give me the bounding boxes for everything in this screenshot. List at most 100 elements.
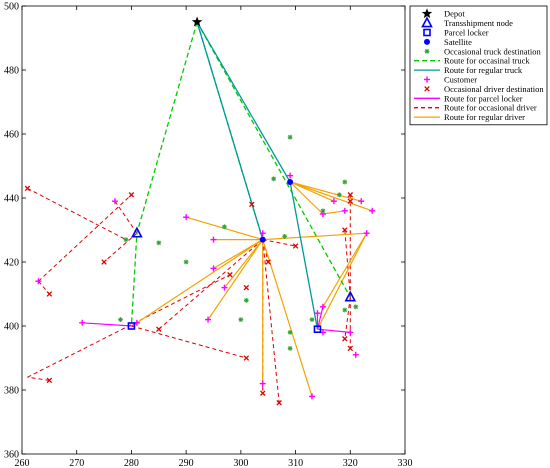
routes-layer [27,21,373,403]
occasional-truck-destination-point [342,307,348,313]
legend-label: Satellite [444,37,472,47]
x-tick-label: 330 [398,458,413,468]
legend-item-occ_driver_dest: Occasional driver destination [424,84,544,94]
y-tick-label: 420 [4,258,19,269]
x-tick-label: 310 [288,458,303,468]
customer-point [183,214,190,221]
legend-marker-swatch [424,38,430,45]
occasional-driver-route [27,376,50,381]
y-tick-label: 380 [4,386,19,397]
points-layer [24,16,376,406]
occasional-truck-route [196,21,351,298]
legend-marker-swatch [424,48,430,54]
legend-item-satellite: Satellite [424,37,472,47]
customer-point [347,329,354,336]
customer-point [308,393,315,400]
customer-point [319,303,326,310]
occasional-driver-route [262,239,280,403]
legend-marker-swatch [424,76,430,83]
legend-box [409,5,548,126]
regular-driver-route [289,181,362,202]
legend-item-customer: Customer [424,75,477,85]
occasional-driver-destination-point [292,243,299,249]
customer-point [259,380,266,387]
regular-driver-route [322,210,345,215]
legend-label: Occasional truck destination [444,46,542,56]
customer-point [363,230,370,237]
regular-driver-route [223,239,264,288]
occasional-truck-destination-point [183,259,189,265]
occasional-driver-destination-point [249,201,255,208]
legend-item-locker: Parcel locker [423,28,489,38]
legend-marker-swatch [421,16,433,28]
regular-driver-route [289,181,324,215]
y-tick-label: 400 [4,322,19,333]
legend-marker-swatch [421,8,433,19]
occasional-driver-destination-point [347,198,354,204]
customer-point [210,236,217,243]
satellite-point [259,236,266,243]
x-tick-label: 320 [343,458,358,468]
occasional-driver-destination-point [347,345,354,352]
occasional-truck-destination-point [342,179,348,185]
occasional-truck-destination-point [238,317,244,322]
x-tick-label: 290 [179,458,194,468]
parcel-locker-point [127,322,136,330]
legend-label: Depot [444,9,465,19]
customer-point [259,230,266,237]
customer-point [369,207,376,214]
legend-item-regular_truck_route: Route for regular truck [414,65,523,75]
occasional-driver-destination-point [128,192,135,198]
customer-point [112,198,119,205]
occasional-truck-destination-point [243,298,249,303]
customer-point [221,284,228,291]
legend-label: Route for parcel locker [444,93,523,103]
occasional-truck-destination-point [156,240,162,246]
occasional-driver-destination-point [342,336,348,342]
regular-driver-route [322,232,368,308]
legend-marker-swatch [424,86,430,92]
occasional-driver-destination-point [276,400,282,406]
depot-point [191,16,203,27]
occasional-driver-destination-point [265,259,271,265]
customer-point [352,351,359,358]
occasional-driver-destination-point [46,377,53,384]
customer-point [205,316,212,323]
transshipment-node-point [344,290,357,302]
regular-driver-route [289,181,335,202]
occasional-driver-destination-point [342,227,348,233]
occasional-driver-destination-point [243,284,250,291]
occasional-truck-destination-point [271,176,277,182]
legend-item-occ_truck_route: Route for occasinal truck [414,56,530,66]
occasional-driver-route [103,232,138,263]
regular-driver-route [207,239,264,320]
legend-item-occ_driver_route: Route for occasional driver [414,103,537,113]
legend-label: Transshipment node [444,18,513,28]
legend-item-locker_route: Route for parcel locker [414,93,523,103]
customer-point [341,207,348,214]
occasional-truck-destination-point [309,317,315,322]
y-tick-label: 440 [4,194,19,205]
plot-frame [21,5,406,455]
customer-point [210,265,217,272]
legend-item-occ_truck_dest: Occasional truck destination [424,46,542,56]
occasional-driver-route [158,239,264,330]
legend-label: Customer [444,75,477,85]
x-tick-label: 280 [124,458,139,468]
y-tick-label: 480 [4,66,19,77]
occasional-truck-destination-point [282,234,288,239]
x-tick-label: 260 [15,458,30,468]
occasional-driver-destination-point [243,355,250,361]
regular-driver-route [289,181,373,212]
y-tick-label: 360 [4,450,19,461]
occasional-driver-destination-point [46,291,53,297]
occasional-truck-destination-point [287,346,293,351]
customer-point [330,198,337,205]
customer-point [314,310,321,317]
legend-marker-swatch [423,28,431,37]
customer-point [79,319,86,326]
customer-point [358,198,365,205]
legend-item-transshipment: Transshipment node [421,16,513,28]
x-tick-label: 300 [233,458,248,468]
